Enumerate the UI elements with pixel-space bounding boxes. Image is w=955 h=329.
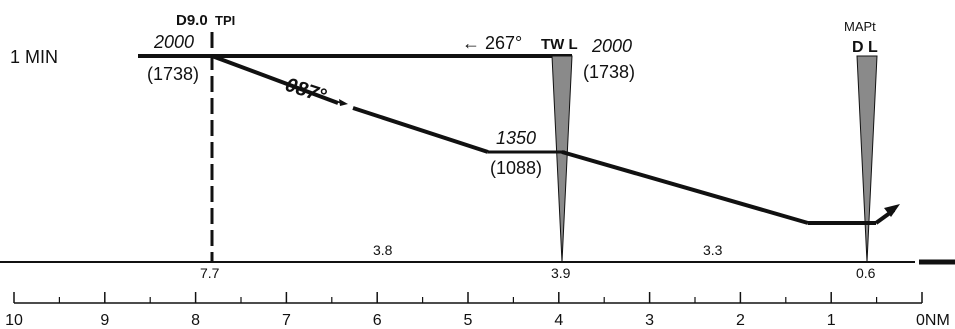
inbound-course-arrow-shaft [325,98,343,104]
tw-altitude: 2000 [591,36,632,56]
scale-label: 3 [645,312,654,329]
scale-label: 7 [282,312,291,329]
segment-distance-tw-mapt: 3.3 [703,242,723,258]
scale-label: 5 [464,312,473,329]
tpi-fix-name-prefix: D9.0 [176,12,208,29]
mapt-fan-marker [856,55,878,263]
tpi-distance-label: 7.7 [200,265,220,281]
distance-scale-ticks [13,292,923,303]
scale-label: 4 [554,312,563,329]
scale-label: 2 [736,312,745,329]
mapt-distance-label: 0.6 [856,265,876,281]
tw-altitude-height: (1738) [583,62,635,82]
descent-path-3 [561,150,809,225]
inbound-course-arrowhead [339,99,348,106]
mapt-fix-name: D L [852,39,878,56]
scale-label: 8 [191,312,200,329]
descent-path-2 [352,106,489,154]
distance-scale-labels: 10 9 8 7 6 5 4 3 2 1 0NM [5,312,950,329]
scale-label: 6 [373,312,382,329]
outbound-course: ← 267° [462,33,522,53]
inbound-course: 087° [282,74,329,108]
missed-approach-arrowhead [884,204,900,217]
scale-label: 9 [100,312,109,329]
tw-distance-label: 3.9 [551,265,571,281]
holding-altitude-height: (1738) [147,64,199,84]
segment-distance-tpi-tw: 3.8 [373,242,393,258]
scale-label: 1 [827,312,836,329]
scale-label: 10 [5,312,23,329]
scale-label: 0NM [916,312,950,329]
tpi-fix-name-suffix: TPI [215,13,235,28]
holding-label: 1 MIN [10,47,58,67]
step-altitude-height: (1088) [490,158,542,178]
tw-fix-name: TW L [541,36,578,53]
step-altitude: 1350 [496,128,536,148]
tw-fix-fan-marker [551,55,573,263]
descent-path-1 [211,54,339,105]
mapt-label: MAPt [844,19,876,34]
holding-altitude: 2000 [153,32,194,52]
